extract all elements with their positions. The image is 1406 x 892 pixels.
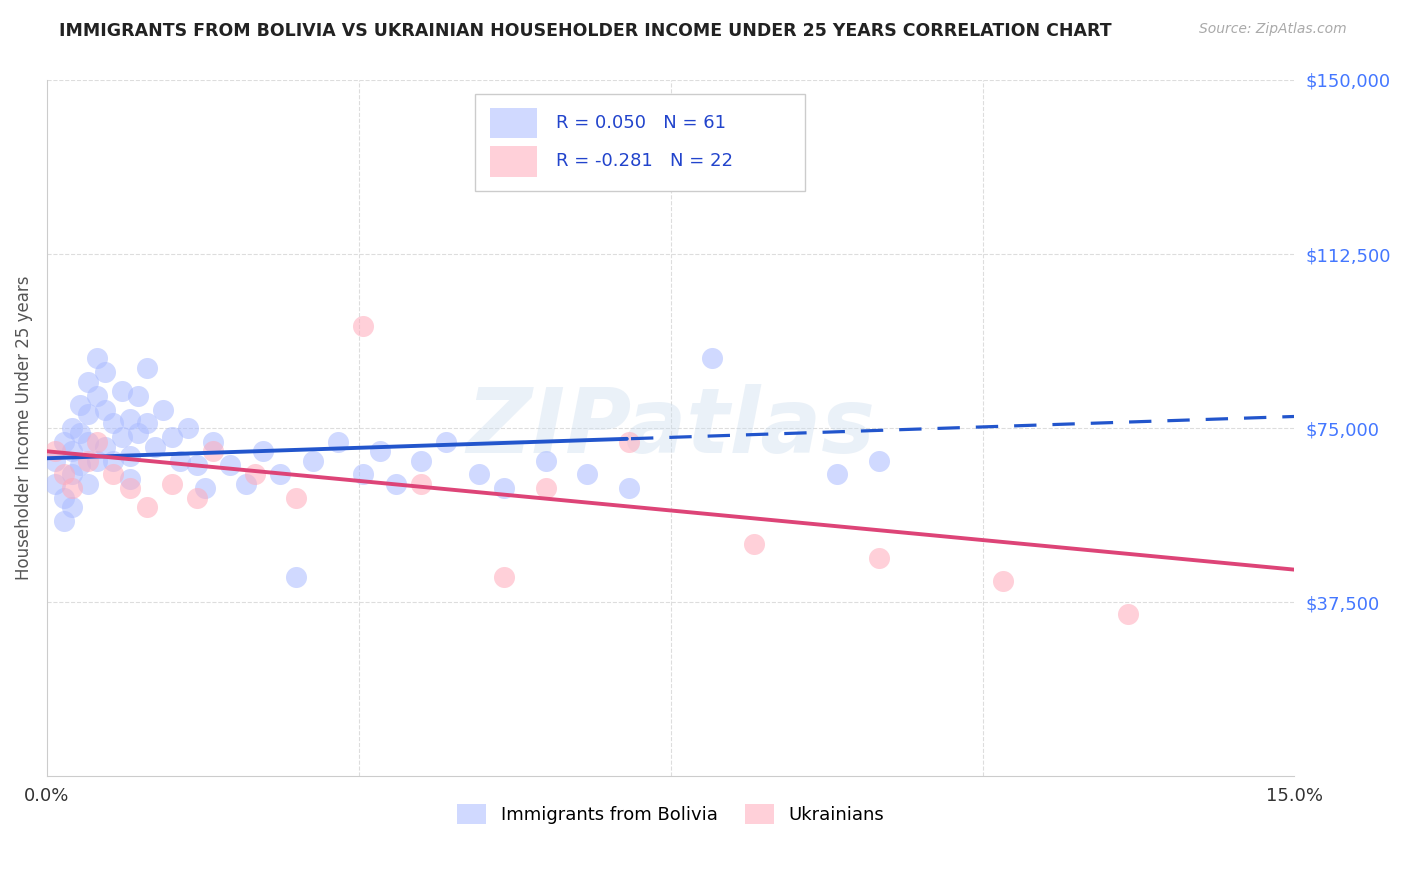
Text: R = 0.050   N = 61: R = 0.050 N = 61 (555, 114, 725, 132)
Point (44, 444, 66, 458)
Point (218, 458, 240, 473)
Point (86, 435, 108, 450)
Point (411, 476, 433, 491)
Point (534, 453, 557, 467)
Point (52, 514, 75, 528)
Point (186, 458, 208, 473)
Point (152, 402, 174, 417)
Point (993, 574, 1015, 589)
Point (352, 467, 374, 482)
Point (169, 453, 191, 467)
Point (86, 351, 108, 366)
Point (385, 476, 408, 491)
Point (52, 491, 75, 505)
Point (135, 500, 157, 514)
Point (111, 384, 134, 398)
Point (868, 551, 890, 566)
Bar (489, 146, 537, 177)
Point (52, 467, 75, 482)
Point (285, 569, 308, 583)
Point (103, 453, 125, 467)
Y-axis label: Householder Income Under 25 years: Householder Income Under 25 years (15, 276, 32, 581)
Point (135, 417, 157, 431)
Point (77, 435, 100, 450)
Point (120, 449, 142, 463)
Text: R = -0.281   N = 22: R = -0.281 N = 22 (555, 153, 733, 170)
Point (868, 453, 890, 467)
Point (1116, 607, 1139, 621)
Point (160, 430, 183, 444)
Point (252, 444, 274, 458)
Point (494, 569, 516, 583)
Point (60, 444, 83, 458)
Point (69, 398, 91, 412)
Point (86, 453, 108, 467)
Point (269, 467, 291, 482)
Point (60, 500, 83, 514)
Point (135, 360, 157, 375)
Point (143, 440, 166, 454)
Point (285, 491, 308, 505)
Point (86, 388, 108, 402)
Point (468, 467, 491, 482)
Point (702, 351, 724, 366)
Point (44, 453, 66, 467)
Point (302, 453, 325, 467)
Point (617, 482, 640, 496)
FancyBboxPatch shape (475, 94, 806, 192)
Point (235, 476, 257, 491)
Point (186, 491, 208, 505)
Point (69, 458, 91, 473)
Point (825, 467, 848, 482)
Point (160, 476, 183, 491)
Point (60, 421, 83, 435)
Point (94, 440, 117, 454)
Point (202, 444, 225, 458)
Point (60, 482, 83, 496)
Point (127, 388, 149, 402)
Point (352, 318, 374, 333)
Point (411, 453, 433, 467)
Text: ZIPatlas: ZIPatlas (467, 384, 875, 472)
Point (52, 435, 75, 450)
Point (44, 476, 66, 491)
Point (94, 365, 117, 379)
Point (368, 444, 391, 458)
Point (120, 412, 142, 426)
Point (243, 467, 266, 482)
Point (177, 421, 200, 435)
Text: IMMIGRANTS FROM BOLIVIA VS UKRAINIAN HOUSEHOLDER INCOME UNDER 25 YEARS CORRELATI: IMMIGRANTS FROM BOLIVIA VS UKRAINIAN HOU… (59, 22, 1112, 40)
Point (120, 482, 142, 496)
Point (94, 402, 117, 417)
Legend: Immigrants from Bolivia, Ukrainians: Immigrants from Bolivia, Ukrainians (449, 796, 893, 833)
Point (103, 417, 125, 431)
Point (534, 482, 557, 496)
Bar (489, 108, 537, 138)
Point (127, 425, 149, 440)
Text: Source: ZipAtlas.com: Source: ZipAtlas.com (1199, 22, 1347, 37)
Point (103, 467, 125, 482)
Point (576, 467, 599, 482)
Point (494, 482, 516, 496)
Point (60, 467, 83, 482)
Point (326, 435, 349, 450)
Point (202, 435, 225, 450)
Point (69, 425, 91, 440)
Point (742, 537, 765, 551)
Point (77, 453, 100, 467)
Point (77, 476, 100, 491)
Point (194, 482, 217, 496)
Point (434, 435, 457, 450)
Point (111, 430, 134, 444)
Point (77, 407, 100, 421)
Point (77, 375, 100, 389)
Point (617, 435, 640, 450)
Point (120, 472, 142, 486)
